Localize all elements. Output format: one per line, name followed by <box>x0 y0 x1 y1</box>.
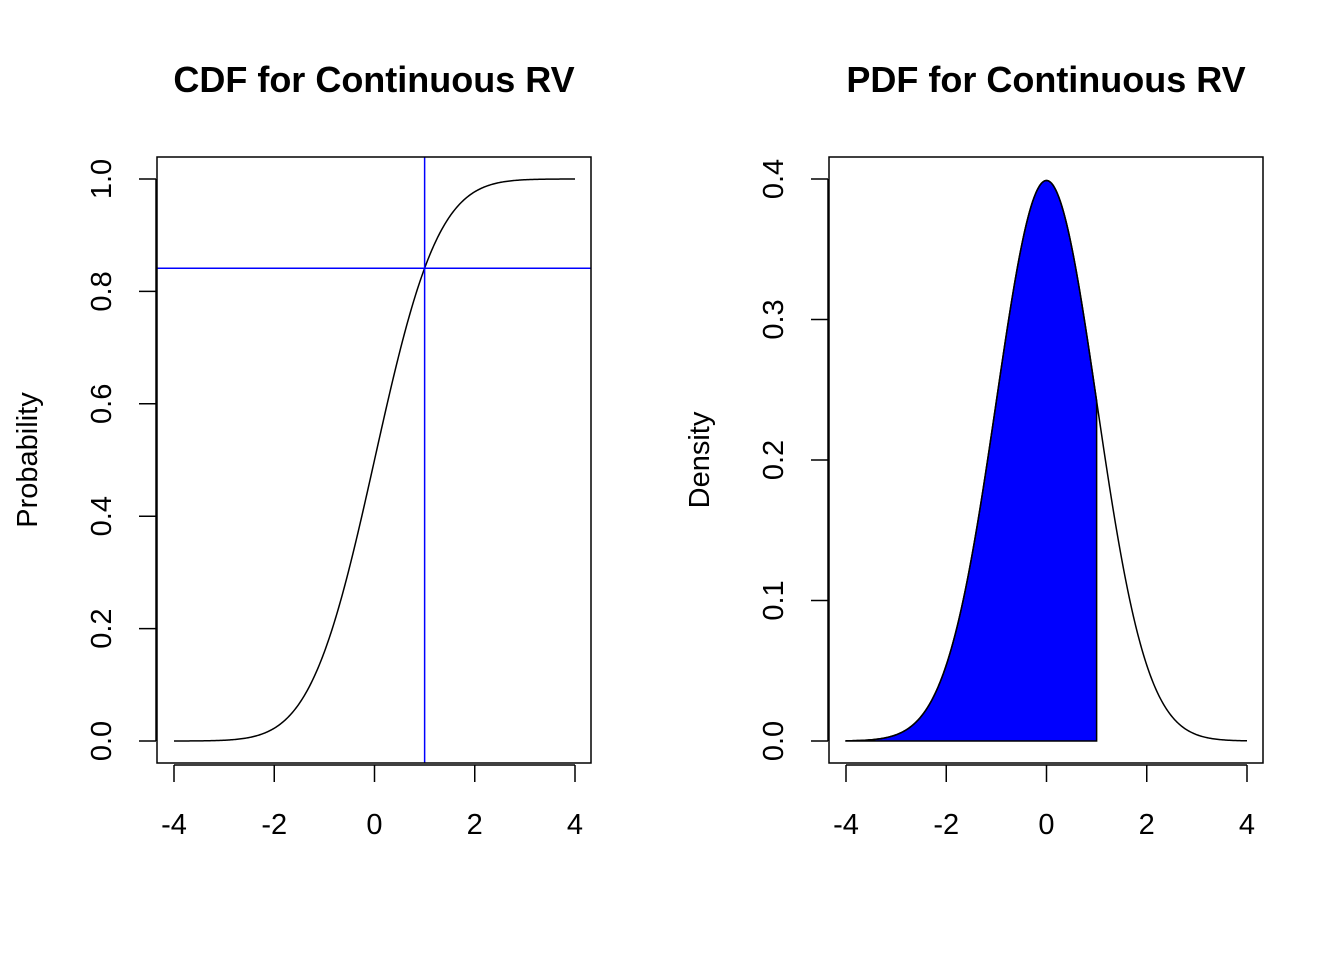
curve-line <box>845 179 1248 742</box>
y-tick-label: 0.3 <box>758 299 790 339</box>
x-tick-label: -4 <box>833 809 859 841</box>
plot-box <box>156 156 592 764</box>
x-tick-label: 4 <box>567 809 583 841</box>
y-tick-label: 0.0 <box>86 721 118 761</box>
cdf-panel: CDF for Continuous RV Probability -4 -2 0 2 4 0… <box>12 59 592 841</box>
pdf-panel: PDF for Continuous RV Density -4 -2 0 2 4 0.0 0.… <box>684 59 1264 841</box>
x-tick-label: 0 <box>1038 809 1054 841</box>
y-tick-label: 0.4 <box>758 159 790 199</box>
y-tick-label: 1.0 <box>86 159 118 199</box>
y-axis-label: Probability <box>12 392 44 528</box>
chart-title: PDF for Continuous RV <box>846 59 1245 100</box>
plot-box <box>828 156 1264 764</box>
x-tick-label: 4 <box>1239 809 1255 841</box>
x-tick-label: -4 <box>161 809 187 841</box>
y-tick-label: 0.4 <box>86 496 118 536</box>
x-tick-label: 0 <box>366 809 382 841</box>
x-tick-label: -2 <box>933 809 959 841</box>
x-tick-label: -2 <box>261 809 287 841</box>
y-tick-label: 0.6 <box>86 384 118 424</box>
y-tick-label: 0.0 <box>758 721 790 761</box>
curve-line <box>173 178 576 742</box>
shaded-area <box>845 179 1098 742</box>
y-tick-label: 0.2 <box>86 608 118 648</box>
y-tick-label: 0.8 <box>86 271 118 311</box>
y-tick-label: 0.2 <box>758 440 790 480</box>
x-tick-label: 2 <box>1139 809 1155 841</box>
x-tick-label: 2 <box>467 809 483 841</box>
y-axis-label: Density <box>684 411 716 508</box>
chart-title: CDF for Continuous RV <box>173 59 574 100</box>
y-tick-label: 0.1 <box>758 580 790 620</box>
